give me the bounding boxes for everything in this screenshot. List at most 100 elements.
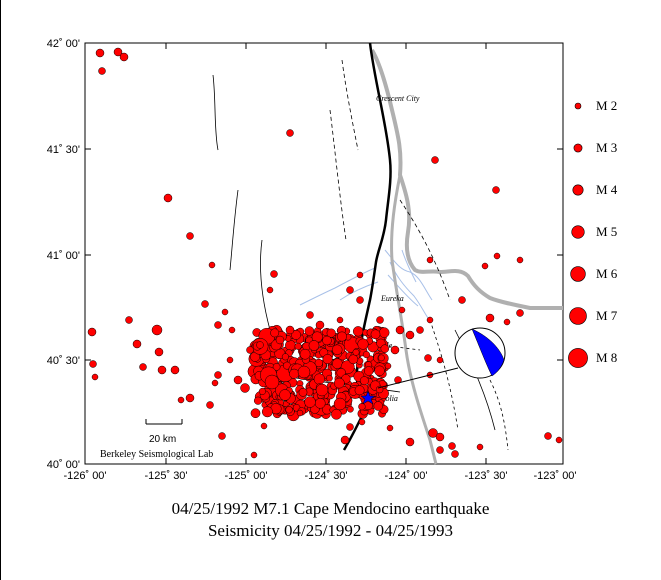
- quake-point: [91, 373, 99, 381]
- quake-point: [503, 318, 511, 326]
- quake-point: [306, 311, 314, 319]
- quake-point: [304, 396, 316, 408]
- quake-point: [358, 418, 366, 426]
- lon-label-123-00: -123˚ 00': [533, 470, 576, 482]
- lat-label-40-30: 40˚ 30': [47, 355, 80, 367]
- quake-point: [132, 339, 142, 349]
- quake-point: [436, 446, 444, 454]
- quake-point: [352, 326, 364, 337]
- quake-point: [270, 270, 278, 278]
- quake-point: [299, 348, 311, 360]
- quake-point: [322, 354, 333, 365]
- quake-point: [347, 405, 354, 413]
- quake-point: [378, 327, 390, 338]
- quake-point: [435, 432, 445, 442]
- quake-point: [264, 374, 280, 390]
- legend-label-m5: M 5: [596, 224, 617, 239]
- quake-point: [481, 262, 489, 270]
- legend-symbol-m6: [570, 266, 586, 282]
- town-eureka: Eureka: [380, 294, 404, 303]
- quake-point: [331, 344, 343, 356]
- quake-point: [314, 397, 326, 409]
- quake-point: [390, 345, 400, 355]
- quake-point: [201, 300, 209, 308]
- map-frame: [84, 42, 564, 465]
- state-border: [370, 48, 563, 310]
- lon-label-126-00: -126˚ 00': [63, 470, 106, 482]
- quake-point: [272, 363, 281, 371]
- quake-point: [233, 375, 243, 385]
- credit-text: Berkeley Seismological Lab: [100, 449, 213, 460]
- quake-point: [208, 261, 216, 269]
- lon-label-123-30: -123˚ 30': [464, 470, 507, 482]
- quake-point: [285, 339, 296, 351]
- quake-point: [256, 341, 264, 349]
- quake-point: [313, 373, 326, 385]
- quake-point: [384, 362, 392, 370]
- quake-point: [281, 353, 289, 361]
- quake-point: [373, 401, 384, 411]
- legend-label-m2: M 2: [596, 98, 617, 113]
- lat-label-41-00: 41˚ 00': [47, 250, 80, 262]
- axis-ticks: [85, 42, 563, 465]
- quake-point: [279, 389, 291, 401]
- quake-point: [375, 385, 384, 394]
- legend-symbol-m7: [569, 307, 587, 325]
- lat-label-40-00: 40˚ 00': [47, 459, 80, 471]
- quake-point: [356, 271, 364, 279]
- quake-point: [258, 387, 266, 395]
- quake-point: [154, 347, 164, 357]
- quake-point: [331, 408, 342, 420]
- quake-point: [476, 443, 484, 451]
- legend-label-m6: M 6: [596, 266, 618, 281]
- quake-point: [275, 335, 285, 345]
- quake-point: [428, 428, 438, 438]
- quake-point: [246, 346, 254, 354]
- quake-point: [87, 327, 97, 337]
- quake-point: [380, 344, 390, 353]
- quake-point: [298, 387, 308, 397]
- quake-point: [370, 329, 381, 340]
- legend-symbol-m5: [571, 225, 585, 239]
- quake-point: [354, 385, 365, 396]
- title-line-2: Seismicity 04/25/1992 - 04/25/1993: [207, 521, 454, 540]
- quake-point: [424, 354, 432, 362]
- quake-point: [253, 396, 263, 405]
- quake-point: [451, 450, 459, 458]
- quake-point: [359, 376, 369, 386]
- legend-label-m3: M 3: [596, 140, 617, 155]
- quake-point: [98, 67, 106, 75]
- quake-point: [315, 320, 325, 330]
- quake-point: [337, 331, 347, 342]
- lat-label-41-30: 41˚ 30': [47, 144, 80, 156]
- quake-point: [357, 338, 369, 350]
- legend-symbol-m2: [574, 102, 582, 110]
- quake-point: [113, 47, 123, 57]
- quake-point: [226, 356, 234, 364]
- quake-point: [89, 360, 97, 368]
- quake-point: [270, 328, 280, 338]
- lon-label-124-00: -124˚ 00': [384, 470, 427, 482]
- quake-point: [322, 335, 332, 346]
- quake-point: [395, 325, 405, 335]
- lon-label-125-30: -125˚ 30': [144, 470, 187, 482]
- quake-point: [431, 156, 439, 164]
- quake-point: [405, 330, 415, 340]
- quake-point: [485, 313, 495, 323]
- quake-point: [285, 325, 295, 335]
- quake-point: [206, 401, 214, 409]
- quake-point: [426, 316, 434, 324]
- quake-point: [398, 306, 406, 314]
- quake-point: [336, 316, 344, 324]
- quake-point: [352, 348, 360, 356]
- quake-point: [186, 232, 194, 240]
- legend-label-m8: M 8: [596, 350, 617, 365]
- epicenter-star: [360, 390, 376, 405]
- quake-point: [266, 286, 274, 294]
- quake-point: [386, 424, 394, 432]
- focal-mechanism: [454, 327, 506, 379]
- quake-point: [314, 358, 323, 368]
- quake-point: [304, 326, 315, 336]
- quake-point: [151, 324, 163, 336]
